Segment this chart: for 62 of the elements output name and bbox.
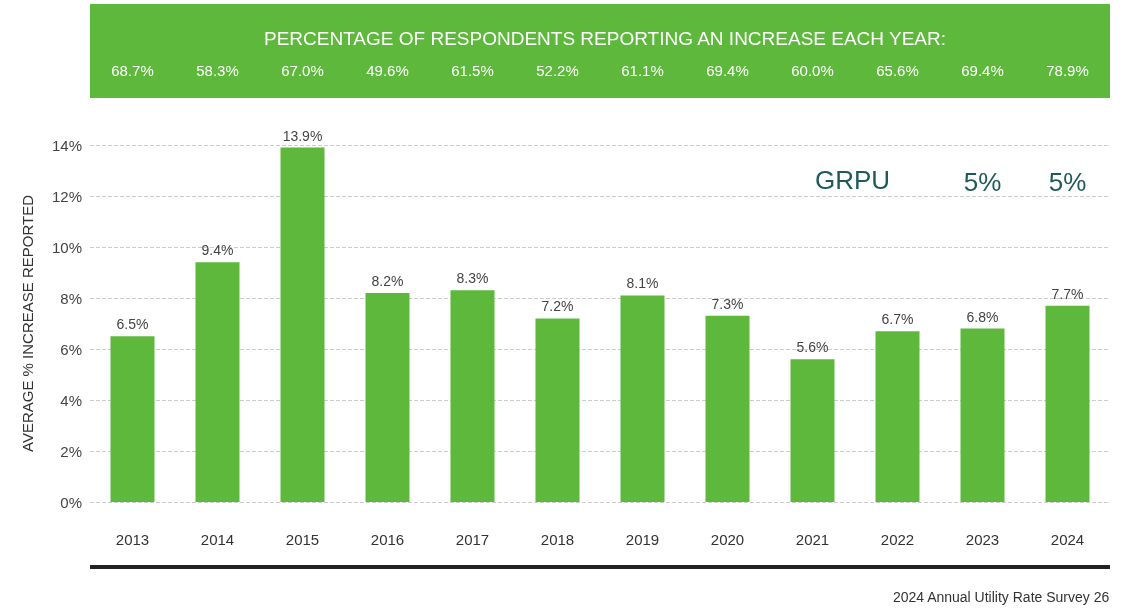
bar xyxy=(195,262,240,502)
text: 60.0% xyxy=(791,61,834,79)
y-tick-label: 6% xyxy=(60,340,82,358)
y-axis-title: AVERAGE % INCREASE REPORTED xyxy=(19,194,36,453)
text: 69.4% xyxy=(706,61,749,79)
bar xyxy=(790,359,835,502)
text: 65.6% xyxy=(876,61,919,79)
data-label: 6.7% xyxy=(881,311,914,328)
y-tick-label: 10% xyxy=(51,238,82,256)
text: 78.9% xyxy=(1046,61,1089,79)
y-tick-label: 12% xyxy=(51,187,82,205)
text: 58.3% xyxy=(196,61,239,79)
bar xyxy=(280,147,325,502)
x-tick-label: 2022 xyxy=(880,531,915,548)
text: 69.4% xyxy=(961,61,1004,79)
text: 61.5% xyxy=(451,61,494,79)
y-tick-label: 8% xyxy=(60,289,82,307)
x-tick-label: 2024 xyxy=(1050,531,1085,548)
text: 49.6% xyxy=(366,61,409,79)
data-label: 8.1% xyxy=(626,275,659,292)
x-tick-label: 2021 xyxy=(795,531,830,548)
bar xyxy=(110,336,155,502)
bar xyxy=(620,295,665,502)
bar xyxy=(535,318,580,502)
x-tick-label: 2017 xyxy=(455,531,490,548)
x-tick-label: 2015 xyxy=(285,531,320,548)
data-label: 8.2% xyxy=(371,272,404,289)
bar xyxy=(705,315,750,502)
data-label: 13.9% xyxy=(282,127,323,144)
text: 2024 Annual Utility Rate Survey 26 xyxy=(892,589,1110,605)
x-tick-label: 2013 xyxy=(115,531,150,548)
annotation: 5% xyxy=(1048,167,1087,197)
data-label: 8.3% xyxy=(456,270,489,287)
y-tick-label: 2% xyxy=(60,442,82,460)
data-label: 7.2% xyxy=(541,298,574,315)
data-label: 6.8% xyxy=(966,308,999,325)
text: 67.0% xyxy=(281,61,324,79)
x-tick-label: 2016 xyxy=(370,531,405,548)
bar xyxy=(875,331,920,502)
text: 61.1% xyxy=(621,61,664,79)
data-label: 7.3% xyxy=(711,295,744,312)
annotation: 5% xyxy=(963,167,1002,197)
data-label: 9.4% xyxy=(201,242,234,259)
x-tick-label: 2019 xyxy=(625,531,660,548)
data-label: 7.7% xyxy=(1051,285,1084,302)
bar xyxy=(365,292,410,502)
y-tick-label: 14% xyxy=(51,136,82,154)
text: 68.7% xyxy=(111,61,154,79)
x-tick-label: 2014 xyxy=(200,531,235,548)
bar xyxy=(450,290,495,502)
annotation: GRPU xyxy=(815,165,891,195)
y-tick-label: 4% xyxy=(60,391,82,409)
y-tick-label: 0% xyxy=(60,493,82,511)
chart-title: PERCENTAGE OF RESPONDENTS REPORTING AN INCREASE EACH YEAR: xyxy=(263,28,947,49)
bar xyxy=(960,328,1005,502)
data-label: 5.6% xyxy=(796,339,829,356)
data-label: 6.5% xyxy=(116,316,149,333)
x-tick-label: 2020 xyxy=(710,531,745,548)
x-tick-label: 2023 xyxy=(965,531,1000,548)
x-tick-label: 2018 xyxy=(540,531,575,548)
bar xyxy=(1045,305,1090,502)
text: 52.2% xyxy=(536,61,579,79)
